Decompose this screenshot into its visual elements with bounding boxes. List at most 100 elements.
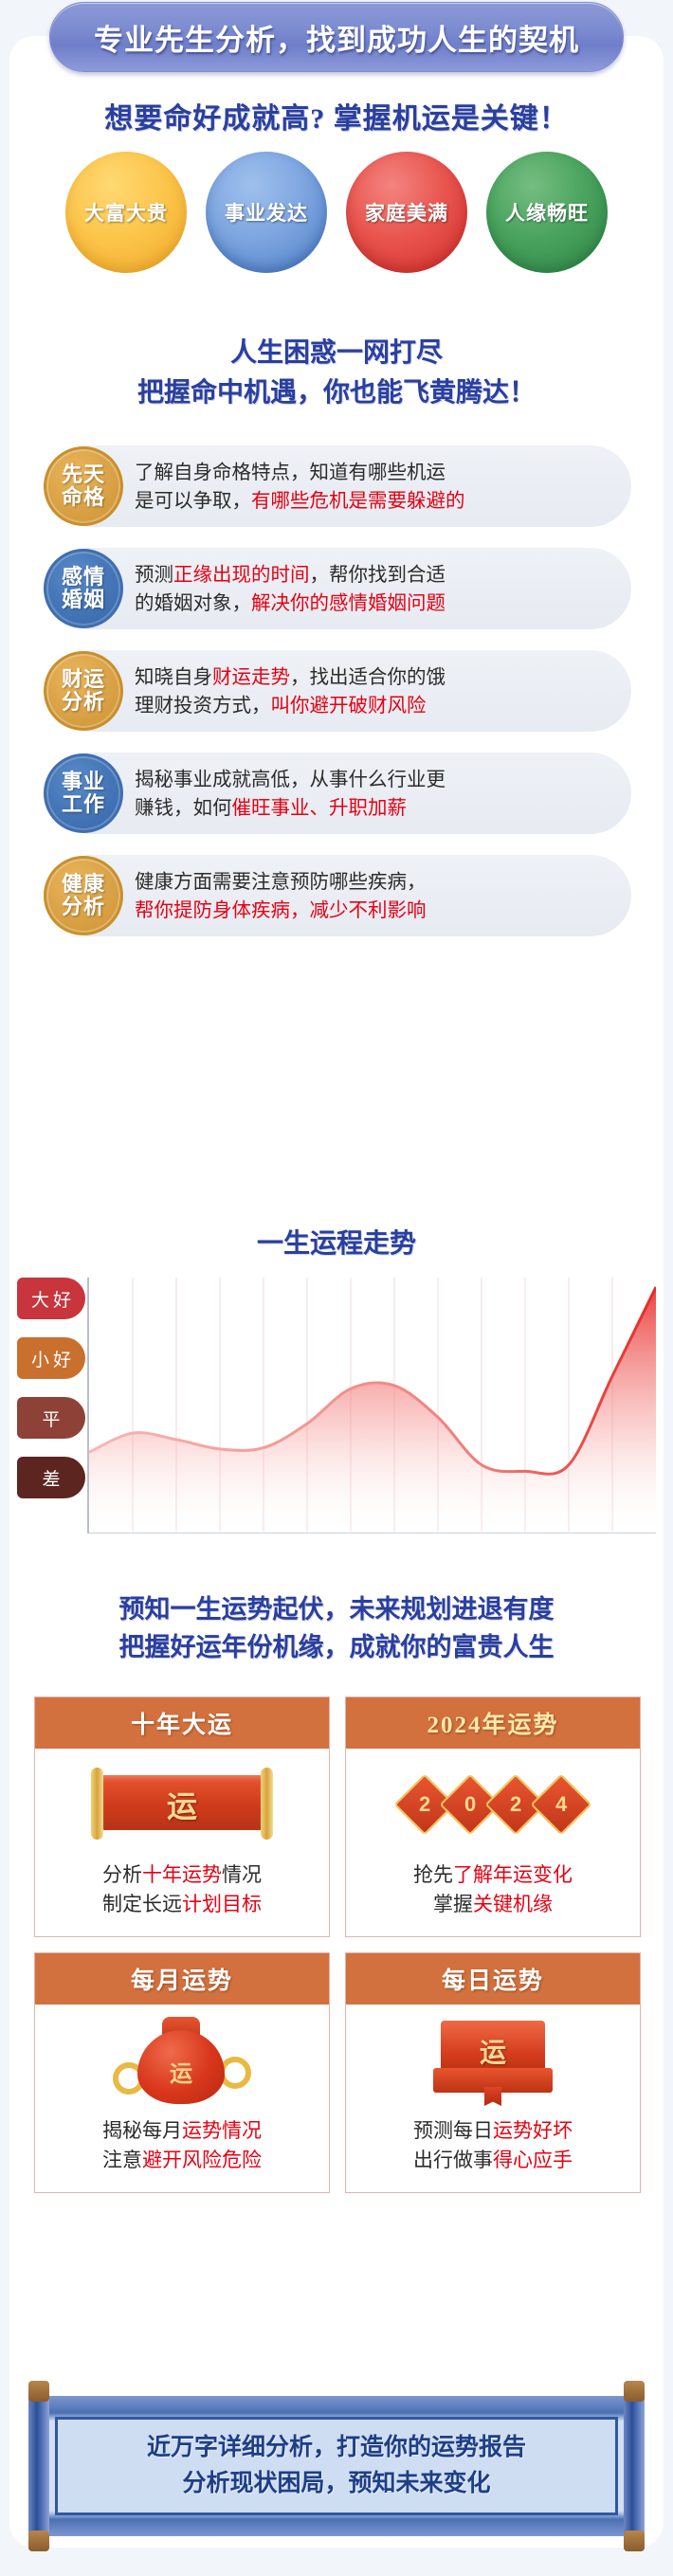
footer-scroll-banner: 近万字详细分析，打造你的运势报告 分析现状困局，预知未来变化 [28,2381,645,2551]
feature-text: 了解自身命格特点，知道有哪些机运 是可以争取，有哪些危机是需要躲避的 [135,459,624,516]
feature-row-health-analysis[interactable]: 健康 分析 健康方面需要注意预防哪些疾病， 帮你提防身体疾病，减少不利影响 [44,855,631,936]
feature-row-wealth-analysis[interactable]: 财运 分析 知晓自身财运走势，找出适合你的饿 理财投资方式，叫你避开破财风险 [44,650,631,732]
card-text: 分析十年运势情况 制定长远计划目标 [35,1860,329,1936]
scroll-icon: 运 [87,1762,277,1847]
card-text-plain: 掌握 [433,1894,473,1915]
feature-row-innate-fate[interactable]: 先天 命格 了解自身命格特点，知道有哪些机运 是可以争取，有哪些危机是需要躲避的 [44,445,631,527]
card-text: 揭秘每月运势情况 注意避开风险危险 [35,2116,329,2192]
feature-text-highlight: 叫你避开破财风险 [270,695,427,717]
feature-text: 揭秘事业成就高低，从事什么行业更 赚钱，如何催旺事业、升职加薪 [135,766,624,823]
card-text-highlight: 运势好坏 [493,2120,573,2142]
feature-badge-line-1: 感情 [61,565,105,589]
card-text: 抢先了解年运变化 掌握关键机缘 [346,1860,640,1936]
card-daily-fortune[interactable]: 每日运势 运 预测每日运势好坏 出行做事得心应手 [345,1952,641,2193]
card-text-highlight: 了解年运变化 [453,1864,573,1886]
feature-badge: 健康 分析 [44,856,123,935]
feature-row-career-work[interactable]: 事业 工作 揭秘事业成就高低，从事什么行业更 赚钱，如何催旺事业、升职加薪 [44,753,631,834]
feature-text-highlight: 帮你提防身体疾病，减少不利影响 [135,899,427,921]
page-headline: 想要命好成就高? 掌握机运是关键！ [104,103,569,135]
card-text-plain: 分析 [102,1864,142,1886]
footer-line-1: 近万字详细分析，打造你的运势报告 [146,2435,526,2460]
y-tick-label: 平 [17,1397,85,1439]
benefit-circle-label: 人缘畅旺 [505,202,589,225]
benefit-circle-relations[interactable]: 人缘畅旺 [486,152,608,273]
benefit-circle-career[interactable]: 事业发达 [206,152,327,273]
section-subheading: 人生困惑一网打尽 把握命中机遇，你也能飞黄腾达！ [0,334,673,413]
top-banner-title: 专业先生分析，找到成功人生的契机 [94,23,579,57]
feature-bar [85,548,631,629]
chart-title: 一生运程走势 [256,1229,416,1259]
feature-text-plain: 是可以争取， [135,490,251,512]
card-text-highlight: 得心应手 [493,2150,573,2171]
feature-text-highlight: 财运走势 [212,666,290,688]
y-tick-label: 大好 [17,1278,85,1319]
feature-text-plain: 赚钱，如何 [135,797,232,819]
card-text-plain: 制定长远 [102,1894,182,1915]
card-text-highlight: 十年运势 [142,1864,222,1886]
card-text: 预测每日运势好坏 出行做事得心应手 [346,2116,640,2192]
benefit-circle-family[interactable]: 家庭美满 [346,152,467,273]
feature-badge: 先天 命格 [44,446,123,526]
money-bag-glyph: 运 [170,2062,192,2087]
feature-text-plain: 理财投资方式， [135,695,271,717]
footer-scroll-inner: 近万字详细分析，打造你的运势报告 分析现状困局，预知未来变化 [55,2417,618,2515]
feature-badge-line-1: 健康 [61,872,105,896]
closing-heading-line-2: 把握好运年份机缘，成就你的富贵人生 [118,1633,555,1661]
feature-text-highlight: 有哪些危机是需要躲避的 [251,490,465,512]
feature-badge: 感情 婚姻 [44,549,123,628]
benefit-circle-label: 家庭美满 [365,202,448,225]
feature-text-plain: 揭秘事业成就高低，从事什么行业更 [135,769,446,790]
feature-text-plain: 的婚姻对象， [135,592,251,614]
feature-badge-line-1: 事业 [61,770,105,793]
card-title: 每日运势 [346,1953,640,2005]
card-art: 运 [35,1749,329,1860]
subheading-line-1: 人生困惑一网打尽 [229,338,443,368]
benefit-circle-wealth[interactable]: 大富大贵 [65,152,187,273]
feature-text-plain-2: ，帮你找到合适 [309,564,446,586]
feature-badge-line-2: 命格 [61,485,105,509]
feature-text-plain: 了解自身命格特点，知道有哪些机运 [135,462,446,483]
card-text-highlight: 避开风险危险 [142,2150,262,2171]
feature-text-highlight: 正缘出现的时间 [173,564,310,586]
card-text-plain-2: 情况 [222,1864,262,1886]
card-text-plain: 注意 [102,2150,142,2171]
card-art: 运 [35,2005,329,2116]
benefit-circle-label: 大富大贵 [84,202,168,225]
feature-badge-line-2: 婚姻 [61,588,105,611]
feature-text: 预测正缘出现的时间，帮你找到合适 的婚姻对象，解决你的感情婚姻问题 [135,561,624,618]
footer-line-2: 分析现状困局，预知未来变化 [182,2471,491,2496]
card-text-plain: 揭秘每月 [102,2120,182,2142]
subheading-line-2: 把握命中机遇，你也能飞黄腾达！ [136,378,536,408]
feature-text: 健康方面需要注意预防哪些疾病， 帮你提防身体疾病，减少不利影响 [135,868,624,925]
scroll-rod-left [28,2385,49,2548]
gift-box-glyph: 运 [479,2039,506,2068]
feature-badge-line-2: 工作 [61,792,105,816]
card-text-highlight: 关键机缘 [473,1894,553,1915]
card-title: 每月运势 [35,1953,329,2005]
card-title: 十年大运 [35,1697,329,1749]
feature-badge-line-2: 分析 [61,690,105,714]
feature-list: 先天 命格 了解自身命格特点，知道有哪些机运 是可以争取，有哪些危机是需要躲避的… [44,445,631,957]
chart-plot-area [87,1278,656,1533]
scroll-rod-right [624,2385,645,2548]
card-text-highlight: 运势情况 [182,2120,262,2142]
chart-y-axis-labels: 大好 小好 平 差 [17,1278,104,1516]
card-monthly-fortune[interactable]: 每月运势 运 揭秘每月运势情况 注意避开风险危险 [34,1952,330,2193]
gift-box-icon: 运 [431,2013,555,2108]
feature-text-highlight: 催旺事业、升职加薪 [231,797,408,819]
feature-bar [85,855,631,936]
scroll-icon-glyph: 运 [166,1789,197,1823]
card-ten-year-luck[interactable]: 十年大运 运 分析十年运势情况 制定长远计划目标 [34,1696,330,1937]
feature-text-plain-2: ，找出适合你的饿 [290,666,446,688]
card-text-plain: 预测每日 [413,2120,493,2142]
feature-text-plain: 健康方面需要注意预防哪些疾病， [135,871,427,893]
y-tick-label: 小好 [17,1337,85,1379]
feature-bar [85,445,631,527]
feature-badge-line-2: 分析 [61,895,105,918]
feature-row-love-marriage[interactable]: 感情 婚姻 预测正缘出现的时间，帮你找到合适 的婚姻对象，解决你的感情婚姻问题 [44,548,631,629]
